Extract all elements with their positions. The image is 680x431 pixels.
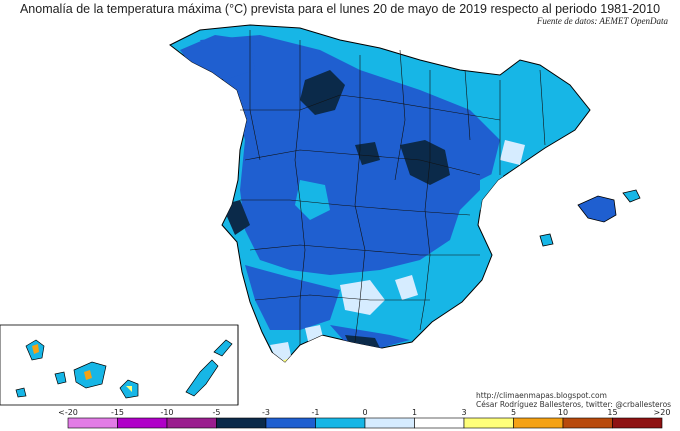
legend-label: 1	[412, 408, 417, 417]
balearic-islands	[539, 189, 641, 247]
legend-swatch	[463, 417, 514, 429]
legend-swatch	[513, 417, 564, 429]
legend-label: >20	[654, 408, 671, 417]
legend-label: -3	[262, 408, 270, 417]
legend-label: 15	[607, 408, 617, 417]
map-title: Anomalía de la temperatura máxima (°C) p…	[19, 2, 661, 16]
author-credit: César Rodríguez Ballesteros, twitter: @c…	[476, 400, 672, 409]
legend-label: 3	[461, 408, 466, 417]
legend-label: 0	[362, 408, 367, 417]
legend-swatch	[216, 417, 267, 429]
legend-swatch	[67, 417, 118, 429]
legend-label: -10	[160, 408, 173, 417]
color-legend: <-20 -15 -10 -5 -3 -1 0 1 3 5 10 15 >20	[58, 408, 671, 429]
legend-label: -1	[312, 408, 320, 417]
canary-islands-inset	[0, 324, 239, 406]
credits: http://climaenmapas.blogspot.com César R…	[476, 391, 671, 409]
legend-label: <-20	[58, 408, 78, 417]
legend-label: -5	[213, 408, 221, 417]
legend-label: -15	[111, 408, 124, 417]
legend-label: 10	[558, 408, 568, 417]
data-source: Fuente de datos: AEMET OpenData	[536, 16, 668, 26]
legend-swatch	[364, 417, 415, 429]
legend-swatch	[562, 417, 613, 429]
legend-swatch	[315, 417, 366, 429]
legend-swatch	[166, 417, 217, 429]
blog-url: http://climaenmapas.blogspot.com	[476, 391, 607, 400]
legend-label: 5	[511, 408, 516, 417]
legend-swatch	[265, 417, 316, 429]
legend-swatch	[117, 417, 168, 429]
legend-swatch	[414, 417, 465, 429]
legend-swatch	[612, 417, 663, 429]
